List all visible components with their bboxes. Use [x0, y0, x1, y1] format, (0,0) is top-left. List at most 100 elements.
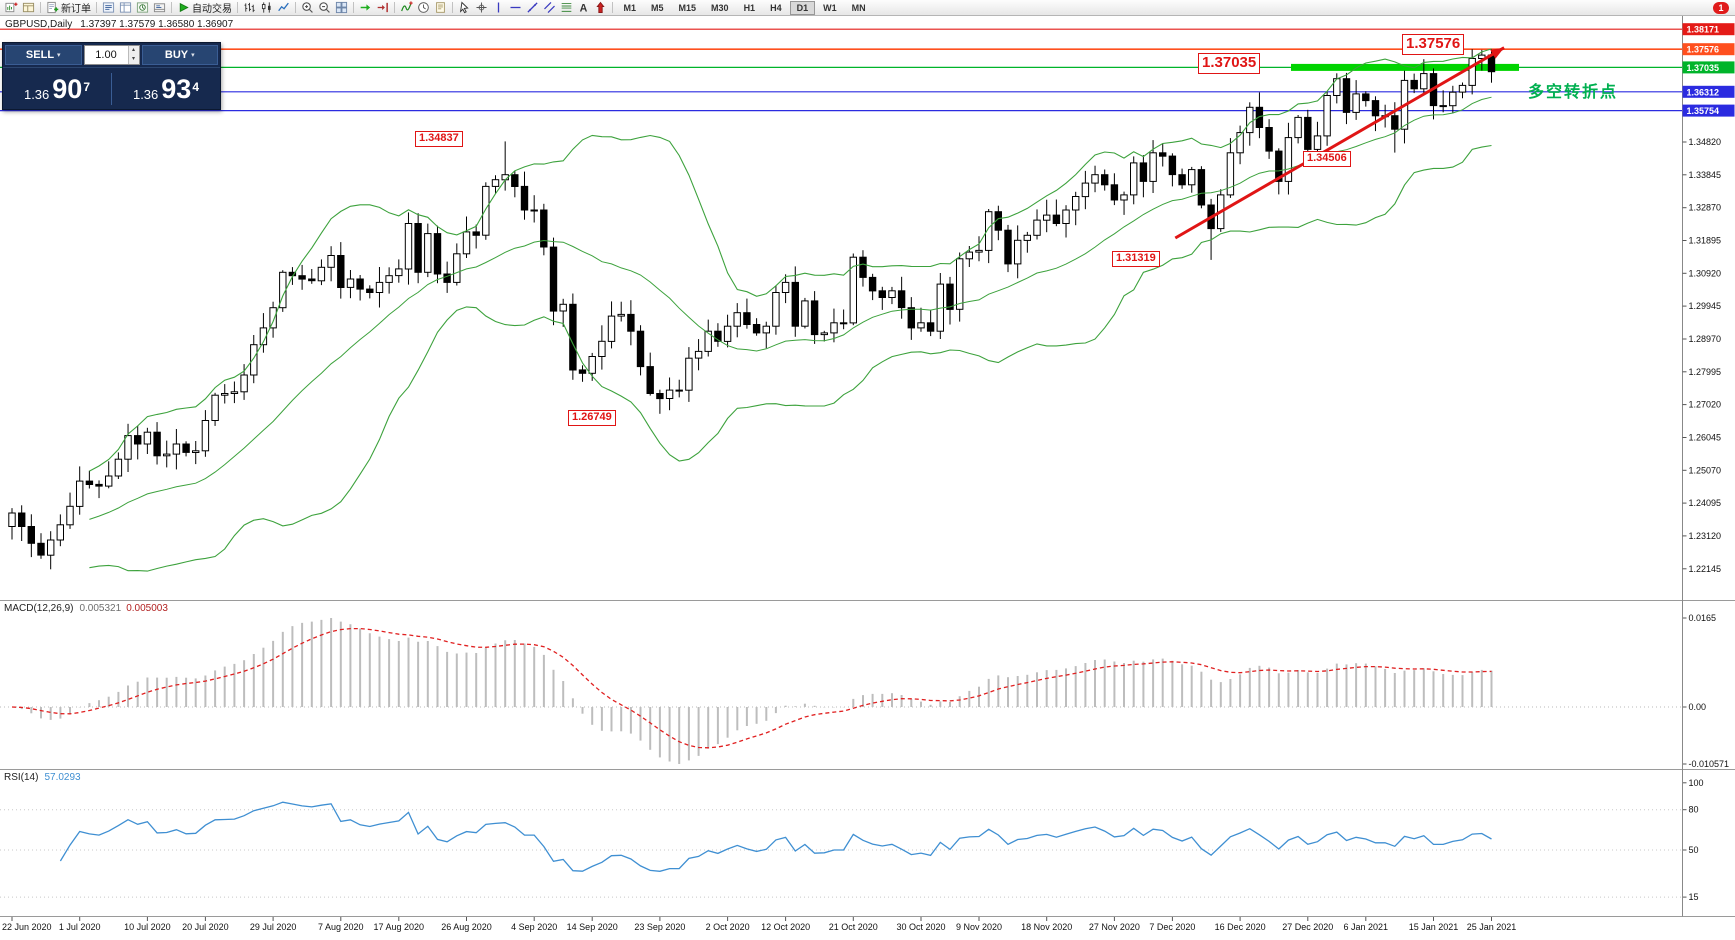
trendline-button[interactable] — [524, 0, 541, 15]
lot-down-icon[interactable]: ▾ — [131, 56, 135, 62]
channel-button[interactable] — [541, 0, 558, 15]
sell-button[interactable]: SELL ▾ — [5, 45, 82, 65]
svg-text:21 Oct 2020: 21 Oct 2020 — [829, 922, 878, 932]
buy-label: BUY — [164, 49, 189, 61]
date-axis[interactable]: 22 Jun 2020 1 Jul 2020 10 Jul 2020 20 Jul 2… — [2, 917, 1516, 932]
one-click-trading-panel: SELL ▾ 1.00 ▴ ▾ BUY ▾ 1.36 90 7 1.36 93 4 — [2, 42, 221, 110]
arrows-button[interactable] — [592, 0, 609, 15]
auto-scroll-button[interactable] — [357, 0, 374, 15]
svg-text:1.30920: 1.30920 — [1689, 268, 1722, 278]
buy-button[interactable]: BUY ▾ — [141, 45, 218, 65]
rsi-indicator-label: RSI(14) 57.0293 — [4, 772, 81, 783]
play-green-icon — [177, 1, 190, 14]
svg-text:1.34820: 1.34820 — [1689, 137, 1722, 147]
trendline[interactable] — [1174, 46, 1505, 240]
clock-icon — [417, 1, 430, 14]
price-callout-1.34837[interactable]: 1.34837 — [415, 131, 463, 147]
lot-size-input[interactable]: 1.00 ▴ ▾ — [83, 45, 140, 65]
zoom-in-button[interactable] — [299, 0, 316, 15]
new-chart-button[interactable] — [3, 0, 20, 15]
notification-badge[interactable]: 1 — [1713, 2, 1729, 14]
macd-value-1: 0.005321 — [79, 603, 122, 614]
ask-prefix: 1.36 — [132, 86, 159, 102]
bid-pip: 7 — [83, 80, 91, 94]
timeframe-m30[interactable]: M30 — [711, 2, 729, 13]
svg-text:6 Jan 2021: 6 Jan 2021 — [1344, 922, 1389, 932]
svg-text:15 Jan 2021: 15 Jan 2021 — [1409, 922, 1459, 932]
price-callout-1.31319[interactable]: 1.31319 — [1112, 251, 1160, 267]
timeframe-d1[interactable]: D1 — [789, 0, 816, 15]
svg-text:1.36312: 1.36312 — [1687, 87, 1720, 97]
svg-text:1.22145: 1.22145 — [1689, 564, 1722, 574]
ask-price[interactable]: 1.36 93 4 — [112, 68, 220, 110]
tline-icon — [526, 1, 539, 14]
market-watch-icon — [102, 1, 115, 14]
price-callout-1.37576[interactable]: 1.37576 — [1402, 34, 1465, 55]
lot-spinner[interactable]: ▴ ▾ — [127, 46, 139, 64]
order-plus-icon — [46, 1, 59, 14]
vertical-line-button[interactable] — [490, 0, 507, 15]
macd-histogram — [20, 618, 1493, 764]
svg-text:1.25070: 1.25070 — [1689, 465, 1722, 475]
terminal-button[interactable] — [151, 0, 168, 15]
text-button[interactable]: A — [575, 0, 592, 15]
timeframe-m5[interactable]: M5 — [651, 2, 664, 13]
price-tag-1.37035: 1.37035 — [1682, 61, 1735, 74]
templates-button[interactable] — [432, 0, 449, 15]
macd-value-2: 0.005003 — [126, 603, 168, 614]
timeframe-h4[interactable]: H4 — [770, 2, 782, 13]
tile-windows-button[interactable] — [333, 0, 350, 15]
template-icon — [434, 1, 447, 14]
timeframe-m1[interactable]: M1 — [623, 2, 637, 13]
chart-shift-button[interactable] — [374, 0, 391, 15]
chart-note-text[interactable]: 多空转折点 — [1528, 84, 1619, 101]
new-order-button-label: 新订单 — [61, 4, 91, 15]
data-window-button[interactable] — [117, 0, 134, 15]
market-watch-button[interactable] — [100, 0, 117, 15]
terminal-icon — [153, 1, 166, 14]
bar-chart-button[interactable] — [241, 0, 258, 15]
indicators-button[interactable] — [398, 0, 415, 15]
svg-text:9 Nov 2020: 9 Nov 2020 — [956, 922, 1002, 932]
price-callout-1.34506[interactable]: 1.34506 — [1303, 151, 1351, 167]
timeframe-m15[interactable]: M15 — [678, 2, 697, 13]
macd-indicator-label: MACD(12,26,9) 0.005321 0.005003 — [4, 603, 168, 614]
horizontal-line-button[interactable] — [507, 0, 524, 15]
data-window-icon — [119, 1, 132, 14]
svg-text:1.29945: 1.29945 — [1689, 301, 1722, 311]
cursor-button[interactable] — [456, 0, 473, 15]
svg-text:17 Aug 2020: 17 Aug 2020 — [374, 922, 425, 932]
svg-text:29 Jul 2020: 29 Jul 2020 — [250, 922, 297, 932]
fibonacci-button[interactable] — [558, 0, 575, 15]
timeframe-h1[interactable]: H1 — [743, 2, 756, 13]
profiles-button[interactable] — [20, 0, 37, 15]
line-chart-button[interactable] — [275, 0, 292, 15]
chart-shift-icon — [376, 1, 389, 14]
svg-text:100: 100 — [1689, 778, 1704, 788]
toolbar-separator — [353, 2, 354, 13]
crosshair-button[interactable] — [473, 0, 490, 15]
bid-price[interactable]: 1.36 90 7 — [3, 68, 111, 110]
navigator-button[interactable] — [134, 0, 151, 15]
svg-text:22 Jun 2020: 22 Jun 2020 — [2, 922, 52, 932]
rsi-line — [59, 801, 1492, 872]
periods-button[interactable] — [415, 0, 432, 15]
lot-up-icon[interactable]: ▴ — [131, 47, 135, 53]
symbol-title: GBPUSD,Daily — [5, 19, 73, 30]
price-callout-1.26749[interactable]: 1.26749 — [568, 410, 616, 426]
bid-big: 90 — [52, 73, 83, 104]
zoom-out-button[interactable] — [316, 0, 333, 15]
timeframe-w1[interactable]: W1 — [823, 2, 837, 13]
channel-icon — [543, 1, 556, 14]
autotrading-button[interactable]: 自动交易 — [175, 0, 234, 15]
new-order-button[interactable]: 新订单 — [44, 0, 93, 15]
resistance-band[interactable] — [1291, 63, 1519, 71]
price-callout-1.37035[interactable]: 1.37035 — [1198, 53, 1261, 74]
timeframe-mn[interactable]: MN — [851, 2, 866, 13]
candlestick-chart-button[interactable] — [258, 0, 275, 15]
price-tag-1.37576: 1.37576 — [1682, 43, 1735, 56]
bollinger-bands[interactable] — [89, 48, 1492, 572]
auto-scroll-icon — [359, 1, 372, 14]
svg-text:4 Sep 2020: 4 Sep 2020 — [511, 922, 557, 932]
